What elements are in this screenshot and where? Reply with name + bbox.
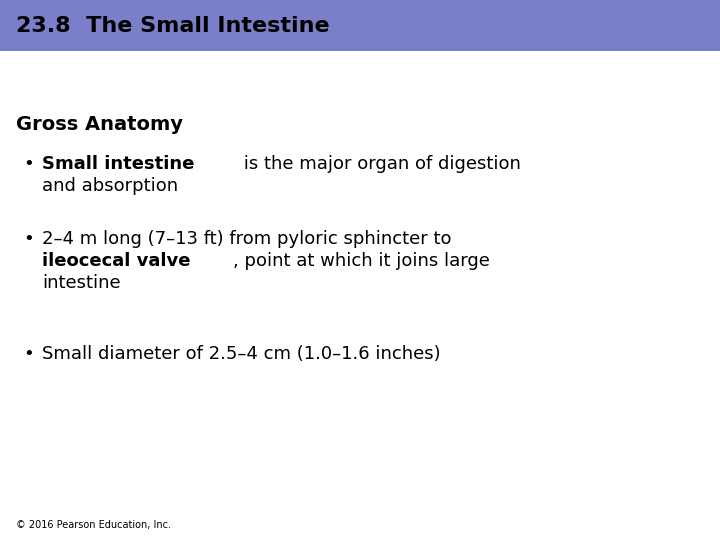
Text: •: • xyxy=(23,345,34,363)
Text: 2–4 m long (7–13 ft) from pyloric sphincter to: 2–4 m long (7–13 ft) from pyloric sphinc… xyxy=(42,230,451,248)
Text: 23.8  The Small Intestine: 23.8 The Small Intestine xyxy=(16,16,330,36)
Text: Small diameter of 2.5–4 cm (1.0–1.6 inches): Small diameter of 2.5–4 cm (1.0–1.6 inch… xyxy=(42,345,441,363)
Text: and absorption: and absorption xyxy=(42,177,178,195)
Text: •: • xyxy=(23,155,34,173)
Text: is the major organ of digestion: is the major organ of digestion xyxy=(238,155,521,173)
Text: •: • xyxy=(23,230,34,248)
Text: © 2016 Pearson Education, Inc.: © 2016 Pearson Education, Inc. xyxy=(16,520,171,530)
Text: Small intestine: Small intestine xyxy=(42,155,194,173)
Text: Gross Anatomy: Gross Anatomy xyxy=(16,115,183,134)
Text: , point at which it joins large: , point at which it joins large xyxy=(233,252,490,270)
FancyBboxPatch shape xyxy=(0,0,720,51)
Text: ileocecal valve: ileocecal valve xyxy=(42,252,190,270)
Text: intestine: intestine xyxy=(42,274,120,292)
